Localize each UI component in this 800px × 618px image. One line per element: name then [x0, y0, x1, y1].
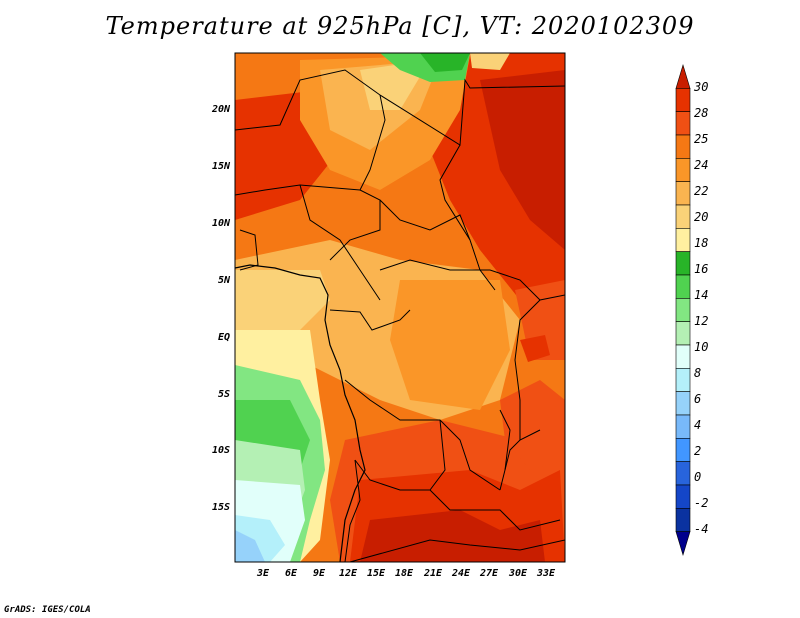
- lon-label-18e: 18E: [394, 568, 414, 579]
- colorbar-label: 30: [694, 80, 709, 94]
- colorbar-swatch: [675, 228, 691, 252]
- colorbar-label: 24: [694, 158, 709, 172]
- colorbar-swatch: [675, 134, 691, 159]
- colorbar-label: 10: [694, 340, 709, 354]
- temperature-field: [235, 53, 565, 562]
- colorbar-swatch: [675, 321, 691, 346]
- country-borders: [235, 69, 565, 562]
- colorbar-label: 0: [694, 470, 702, 484]
- colorbar-label: 25: [694, 132, 709, 146]
- colorbar-label: 4: [694, 418, 702, 432]
- colorbar-swatch: [675, 461, 691, 486]
- lon-label-12e: 12E: [338, 568, 358, 579]
- colorbar-swatch: [675, 88, 691, 112]
- lon-label-9e: 9E: [312, 568, 326, 579]
- colorbar-swatch: [675, 274, 691, 299]
- lat-label-15n: 15N: [211, 161, 230, 172]
- credit-text: GrADS: IGES/COLA: [4, 605, 91, 615]
- colorbar-label: 28: [694, 106, 709, 120]
- colorbar-swatch: [675, 391, 691, 416]
- colorbar-swatch: [675, 508, 691, 532]
- lat-label-15s: 15S: [211, 502, 230, 513]
- colorbar-label: 22: [694, 184, 709, 198]
- lat-label-10n: 10N: [211, 218, 230, 229]
- colorbar-swatch: [675, 204, 691, 229]
- colorbar-swatch: [675, 368, 691, 392]
- lat-label-5s: 5S: [217, 389, 230, 400]
- lat-label-20n: 20N: [211, 104, 230, 115]
- colorbar-swatch: [675, 63, 691, 89]
- chart-title: Temperature at 925hPa [C], VT: 202010230…: [105, 12, 695, 40]
- lon-label-15e: 15E: [366, 568, 386, 579]
- colorbar-label: -4: [694, 522, 709, 536]
- lon-label-33e: 33E: [536, 568, 556, 579]
- colorbar-label: 6: [694, 392, 702, 406]
- lon-label-27e: 27E: [479, 568, 499, 579]
- colorbar: [675, 63, 691, 557]
- colorbar-swatch: [675, 181, 691, 206]
- colorbar-swatch: [675, 531, 691, 557]
- colorbar-swatch: [675, 251, 691, 276]
- coastline: [234, 264, 366, 563]
- colorbar-label: 12: [694, 314, 709, 328]
- colorbar-label: 8: [694, 366, 702, 380]
- lat-label-5n: 5N: [217, 275, 230, 286]
- colorbar-swatch: [675, 414, 691, 439]
- map-frame: [234, 52, 566, 563]
- colorbar-swatch: [675, 298, 691, 322]
- colorbar-label: 20: [694, 210, 709, 224]
- colorbar-swatch: [675, 438, 691, 462]
- lon-label-24e: 24E: [451, 568, 471, 579]
- colorbar-label: 14: [694, 288, 709, 302]
- colorbar-swatch: [675, 484, 691, 509]
- colorbar-swatch: [675, 158, 691, 182]
- colorbar-label: 18: [694, 236, 709, 250]
- lon-label-21e: 21E: [423, 568, 443, 579]
- colorbar-label: 2: [694, 444, 702, 458]
- lat-label-eq: EQ: [217, 332, 230, 343]
- lon-label-6e: 6E: [284, 568, 298, 579]
- colorbar-swatch: [675, 344, 691, 369]
- lon-label-30e: 30E: [508, 568, 528, 579]
- colorbar-label: 16: [694, 262, 709, 276]
- colorbar-label: -2: [694, 496, 709, 510]
- lon-label-3e: 3E: [256, 568, 270, 579]
- colorbar-swatch: [675, 111, 691, 136]
- lat-label-10s: 10S: [211, 445, 230, 456]
